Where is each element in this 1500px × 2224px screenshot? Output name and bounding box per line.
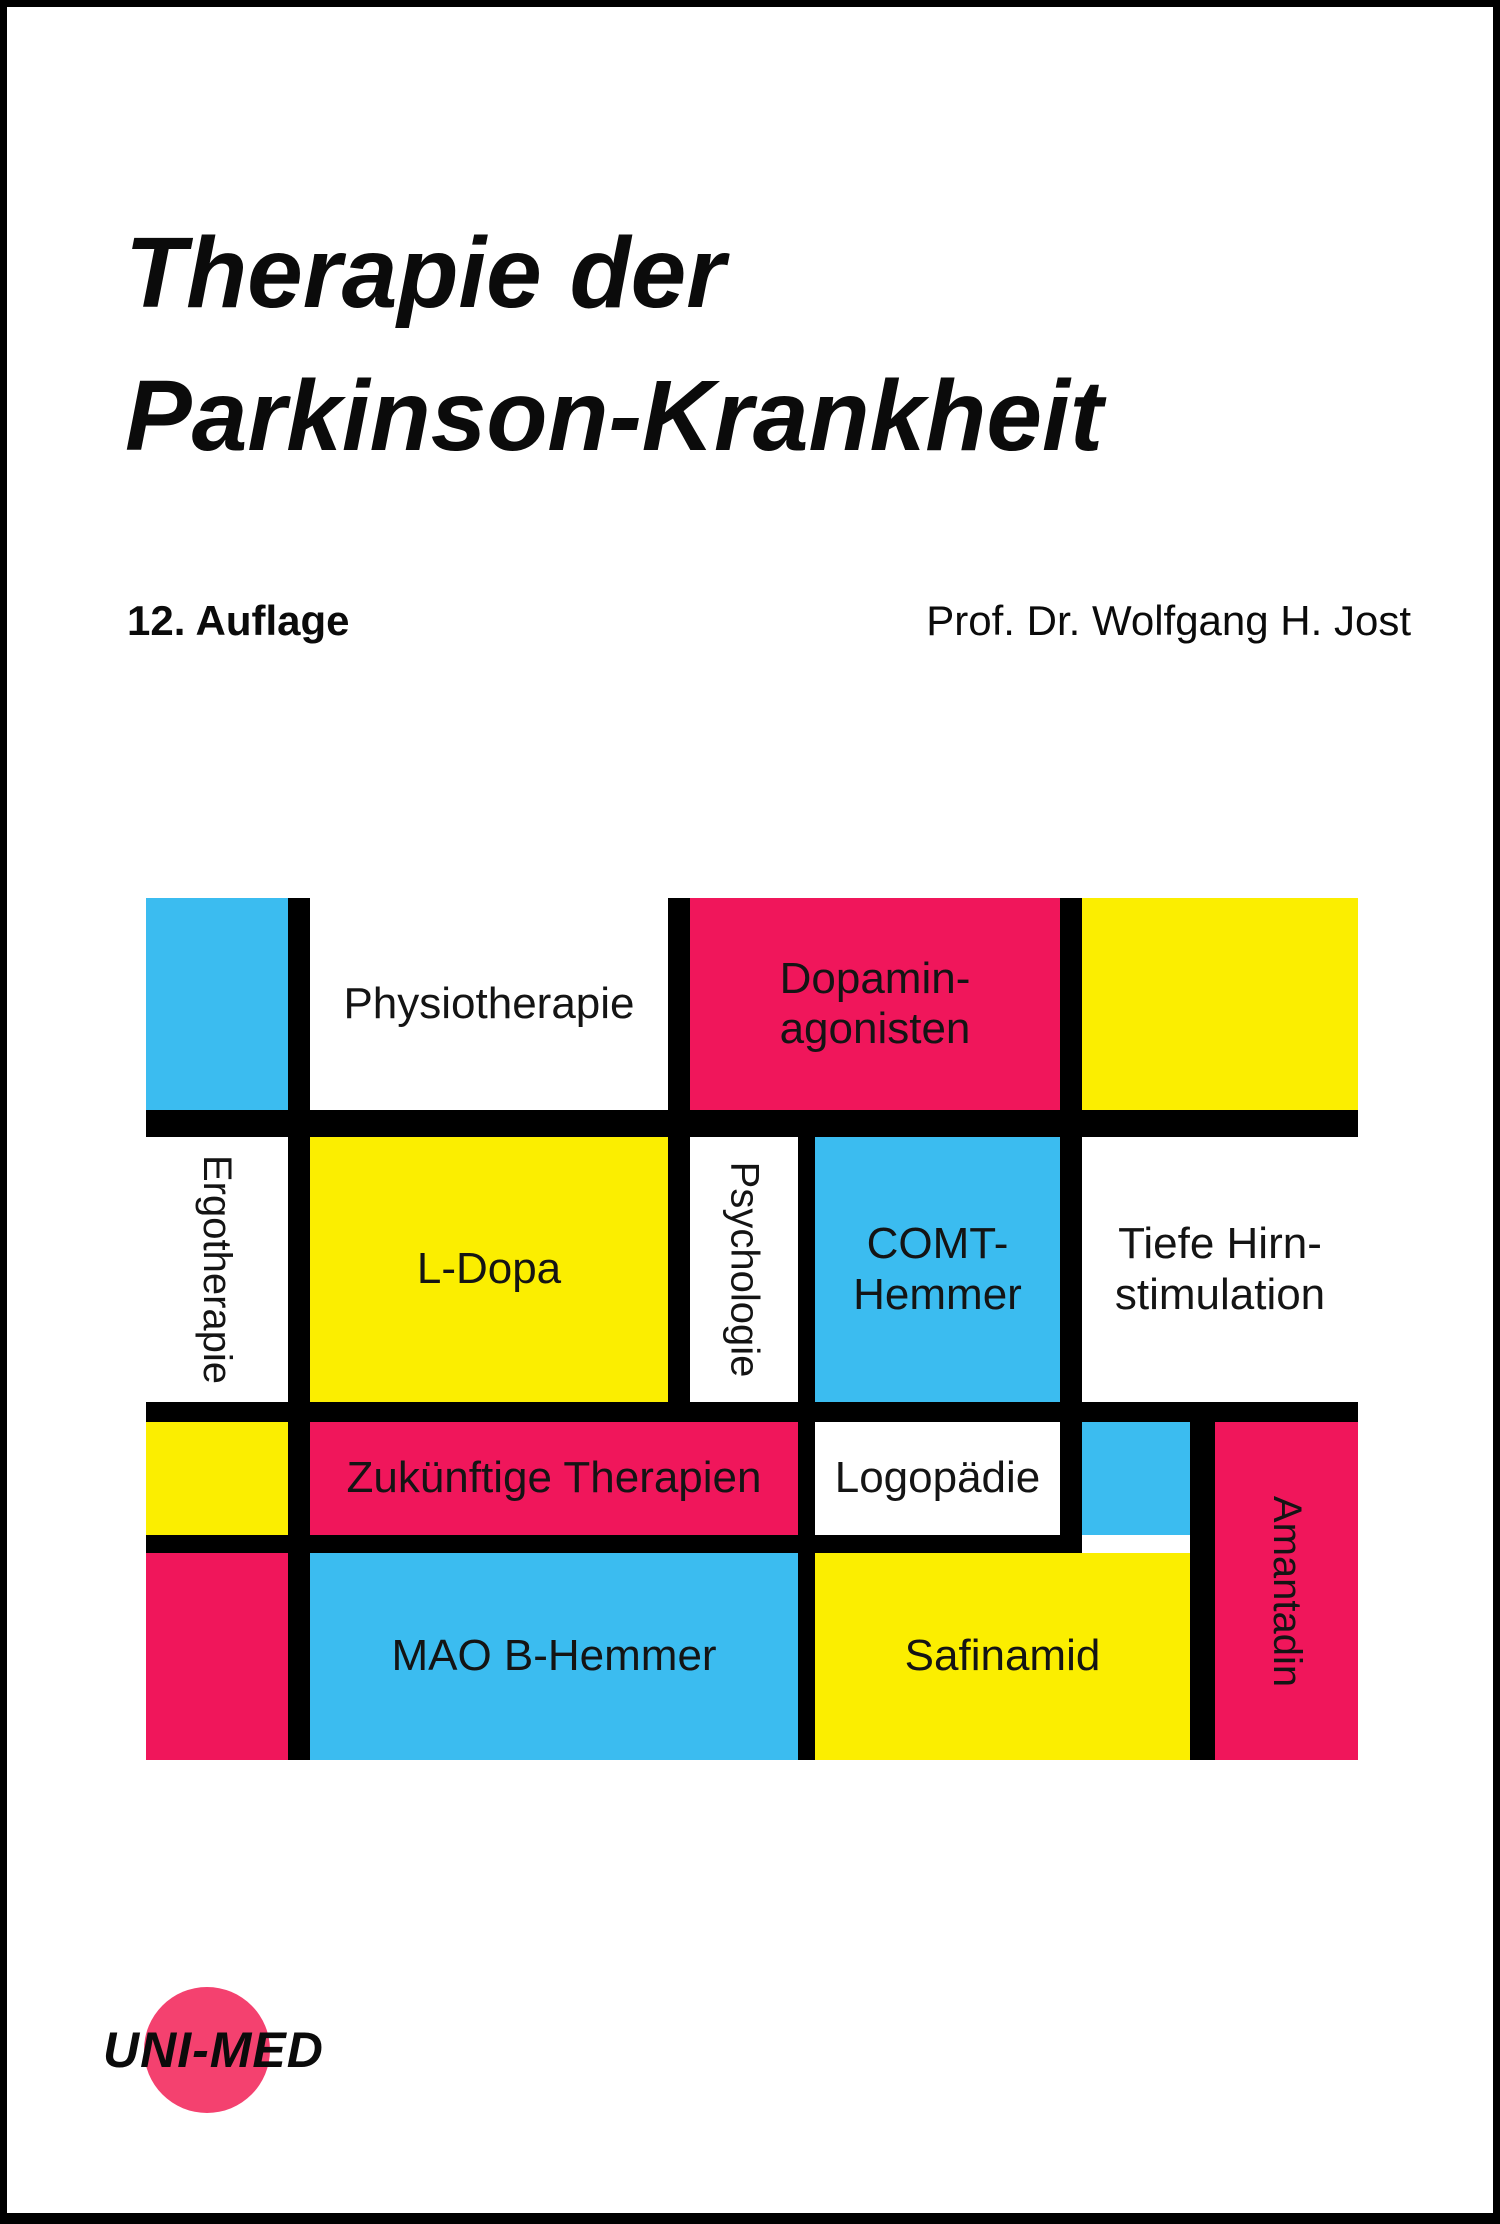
- block-ergotherapie: Ergotherapie: [146, 1137, 288, 1402]
- block-logopaedie: Logopädie: [815, 1422, 1060, 1535]
- edition-label: 12. Auflage: [127, 597, 350, 644]
- block-physiotherapie: Physiotherapie: [310, 898, 668, 1110]
- bar-horizontal-1: [146, 1110, 1358, 1137]
- tiefe-hirnstimulation-label: Tiefe Hirn- stimulation: [1114, 1219, 1326, 1319]
- dopaminagonisten-label: Dopamin- agonisten: [779, 953, 971, 1053]
- block-l-dopa: L-Dopa: [310, 1137, 668, 1402]
- book-title: Therapie der Parkinson-Krankheit: [125, 202, 1103, 488]
- block-zukuenftige-therapien: Zukünftige Therapien: [310, 1422, 798, 1535]
- block-amantadin: Amantadin: [1215, 1422, 1358, 1760]
- physiotherapie-label: Physiotherapie: [343, 978, 635, 1028]
- bar-vertical-1: [288, 898, 310, 1760]
- block-blue-small: [1082, 1422, 1190, 1535]
- safinamid-label: Safinamid: [904, 1631, 1101, 1681]
- block-yellow-top-right: [1082, 898, 1358, 1110]
- block-dopaminagonisten: Dopamin- agonisten: [690, 898, 1060, 1110]
- bar-vertical-5: [1190, 1402, 1215, 1760]
- mondrian-grid: Physiotherapie Dopamin- agonisten Ergoth…: [146, 898, 1358, 1760]
- author-name: Prof. Dr. Wolfgang H. Jost: [926, 597, 1411, 644]
- block-yellow-left: [146, 1422, 288, 1535]
- block-safinamid: Safinamid: [815, 1553, 1190, 1760]
- logopaedie-label: Logopädie: [834, 1453, 1041, 1503]
- block-mao-b-hemmer: MAO B-Hemmer: [310, 1553, 798, 1760]
- publisher-logo-text: UNI-MED: [103, 2022, 324, 2078]
- bar-vertical-2: [668, 898, 690, 1422]
- psychologie-label: Psychologie: [722, 1161, 767, 1378]
- mao-b-hemmer-label: MAO B-Hemmer: [391, 1631, 717, 1681]
- byline: 12. Auflage Prof. Dr. Wolfgang H. Jost: [127, 596, 1411, 646]
- block-pink-bottom-left: [146, 1553, 288, 1760]
- bar-horizontal-2: [146, 1402, 1358, 1422]
- bar-vertical-4: [1060, 898, 1082, 1553]
- block-psychologie: Psychologie: [690, 1137, 798, 1402]
- block-blue-top-left: [146, 898, 288, 1110]
- book-title-line1: Therapie der: [125, 217, 726, 329]
- amantadin-label: Amantadin: [1265, 1495, 1310, 1687]
- ergotherapie-label: Ergotherapie: [195, 1154, 240, 1385]
- block-tiefe-hirnstimulation: Tiefe Hirn- stimulation: [1082, 1137, 1358, 1402]
- bar-horizontal-3: [146, 1535, 1069, 1553]
- bar-vertical-3: [798, 1110, 815, 1760]
- l-dopa-label: L-Dopa: [416, 1244, 562, 1294]
- block-comt-hemmer: COMT- Hemmer: [815, 1137, 1060, 1402]
- zukuenftige-therapien-label: Zukünftige Therapien: [346, 1453, 762, 1503]
- publisher-logo-circle: [144, 1987, 270, 2113]
- comt-hemmer-label: COMT- Hemmer: [853, 1219, 1022, 1319]
- book-title-line2: Parkinson-Krankheit: [125, 360, 1104, 472]
